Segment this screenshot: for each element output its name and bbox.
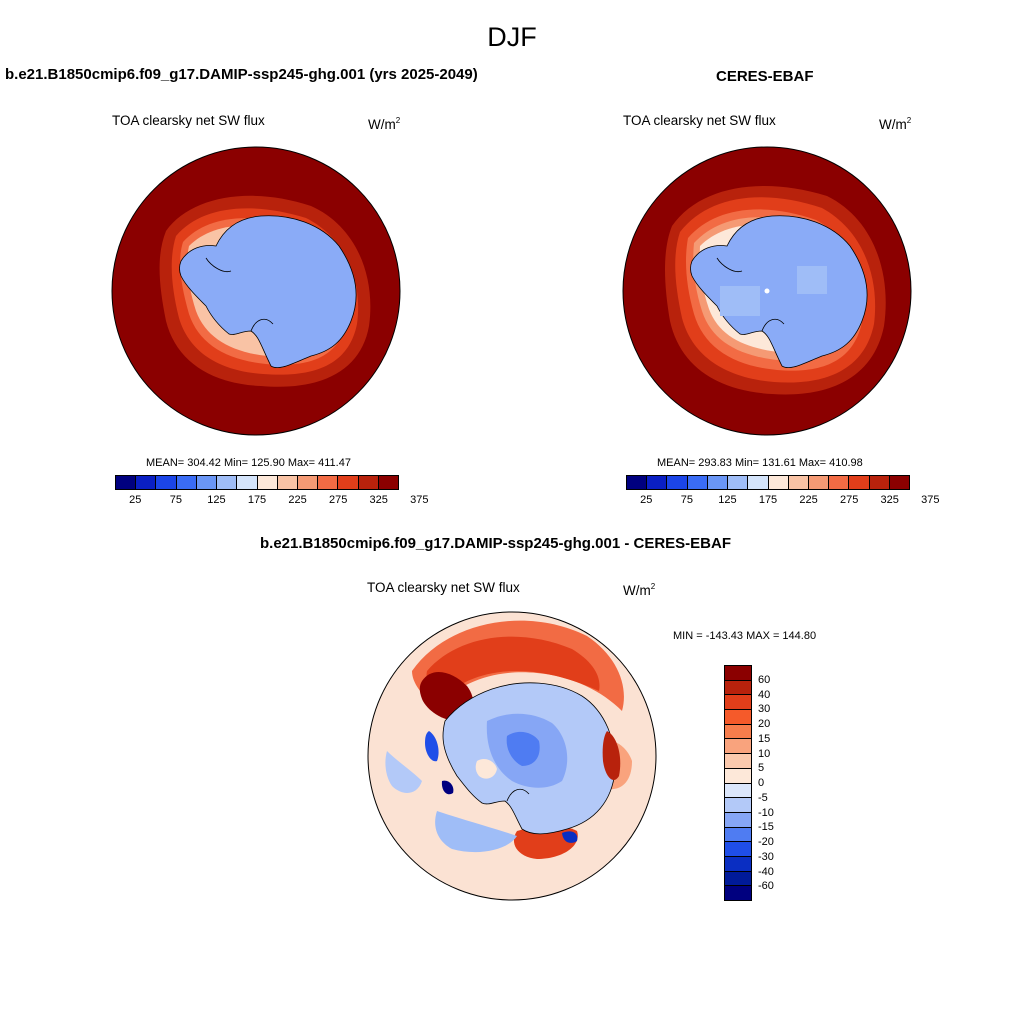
colorbar-tick-label: 0: [758, 777, 765, 789]
panel-2-units: W/m2: [879, 116, 912, 132]
colorbar-swatch: [725, 768, 751, 784]
colorbar-swatch: [378, 476, 399, 489]
colorbar-tick-label: 25: [129, 494, 142, 506]
colorbar-swatch: [725, 812, 751, 828]
colorbar-tick-label: -20: [758, 836, 774, 848]
colorbar-swatch: [768, 476, 789, 489]
panel-2-stats: MEAN= 293.83 Min= 131.61 Max= 410.98: [657, 457, 863, 469]
panel-2-polar-map: [622, 146, 912, 436]
panel-1-variable-label: TOA clearsky net SW flux: [112, 113, 265, 128]
colorbar-swatch: [869, 476, 890, 489]
colorbar-tick-label: 375: [921, 494, 940, 506]
panel-2-colorbar: [626, 475, 910, 490]
colorbar-swatch: [687, 476, 708, 489]
colorbar-swatch: [156, 476, 177, 489]
colorbar-swatch: [725, 871, 751, 887]
colorbar-tick-label: 175: [247, 494, 267, 506]
panel-3-colorbar: [724, 665, 752, 901]
colorbar-tick-label: -15: [758, 821, 774, 834]
colorbar-swatch: [808, 476, 830, 489]
colorbar-swatch: [318, 476, 339, 489]
colorbar-tick-label: 20: [758, 718, 771, 730]
colorbar-swatch: [358, 476, 379, 489]
colorbar-tick-label: 10: [758, 747, 771, 760]
colorbar-tick-label: 25: [640, 494, 653, 506]
colorbar-swatch: [725, 739, 751, 755]
colorbar-tick-label: 40: [758, 688, 771, 701]
colorbar-swatch: [725, 724, 751, 740]
panel-3-title: b.e21.B1850cmip6.f09_g17.DAMIP-ssp245-gh…: [260, 535, 731, 552]
colorbar-swatch: [647, 476, 668, 489]
colorbar-swatch: [136, 476, 157, 489]
colorbar-swatch: [667, 476, 688, 489]
panel-1-units: W/m2: [368, 116, 401, 132]
colorbar-swatch: [725, 710, 751, 725]
panel-3-variable-label: TOA clearsky net SW flux: [367, 580, 520, 595]
colorbar-tick-label: 75: [169, 494, 182, 506]
colorbar-tick-label: 125: [718, 494, 737, 506]
panel-1-title: b.e21.B1850cmip6.f09_g17.DAMIP-ssp245-gh…: [5, 66, 478, 83]
colorbar-tick-label: 225: [799, 494, 818, 506]
panel-3-polar-map: [367, 611, 657, 901]
colorbar-swatch: [725, 666, 751, 681]
panel-2-title: CERES-EBAF: [716, 68, 814, 85]
panel-1-colorbar-ticks: 25 75 125 175 225 275 325 375: [115, 494, 428, 508]
panel-3-units: W/m2: [623, 582, 656, 598]
colorbar-tick-label: 15: [758, 732, 771, 745]
colorbar-tick-label: -10: [758, 806, 774, 819]
colorbar-swatch: [748, 476, 769, 489]
colorbar-swatch: [176, 476, 197, 489]
panel-1-colorbar: [115, 475, 399, 490]
colorbar-tick-label: 325: [369, 494, 388, 506]
colorbar-swatch: [338, 476, 359, 489]
colorbar-swatch: [728, 476, 749, 489]
panel-2-variable-label: TOA clearsky net SW flux: [623, 113, 776, 128]
colorbar-swatch: [829, 476, 850, 489]
colorbar-swatch: [277, 476, 298, 489]
colorbar-tick-label: -60: [758, 880, 774, 893]
colorbar-swatch: [849, 476, 870, 489]
colorbar-swatch: [237, 476, 258, 489]
colorbar-tick-label: 325: [880, 494, 899, 506]
colorbar-swatch: [196, 476, 218, 489]
colorbar-tick-label: 75: [680, 494, 693, 506]
colorbar-tick-label: 175: [758, 494, 778, 506]
figure-title: DJF: [487, 22, 537, 52]
panel-1-polar-map: [111, 146, 401, 436]
antarctica-shape: [690, 215, 868, 369]
colorbar-swatch: [725, 842, 751, 857]
colorbar-swatch: [788, 476, 809, 489]
antarctica-shape: [179, 215, 357, 369]
colorbar-swatch: [217, 476, 238, 489]
colorbar-tick-label: 275: [839, 494, 859, 506]
colorbar-swatch: [725, 856, 751, 872]
colorbar-swatch: [297, 476, 319, 489]
colorbar-tick-label: 60: [758, 673, 771, 686]
panel-1-stats: MEAN= 304.42 Min= 125.90 Max= 411.47: [146, 457, 351, 469]
colorbar-tick-label: -40: [758, 865, 774, 878]
colorbar-swatch: [725, 886, 751, 900]
colorbar-swatch: [725, 680, 751, 696]
colorbar-tick-label: 30: [758, 703, 771, 716]
colorbar-swatch: [116, 476, 137, 489]
colorbar-tick-label: -5: [758, 791, 768, 804]
colorbar-swatch: [889, 476, 910, 489]
colorbar-tick-label: 125: [207, 494, 226, 506]
colorbar-swatch: [725, 827, 751, 843]
colorbar-swatch: [725, 783, 751, 799]
colorbar-tick-label: 5: [758, 762, 765, 775]
colorbar-swatch: [707, 476, 729, 489]
colorbar-swatch: [725, 754, 751, 769]
panel-3-colorbar-ticks: 60 40 30 20 15 10 5 0 -5 -10 -15 -20 -30 -40 -60: [758, 665, 798, 899]
colorbar-tick-label: 375: [410, 494, 429, 506]
colorbar-tick-label: 275: [328, 494, 348, 506]
colorbar-swatch: [627, 476, 648, 489]
colorbar-tick-label: 225: [288, 494, 307, 506]
colorbar-tick-label: -30: [758, 850, 774, 863]
panel-2-colorbar-ticks: 25 75 125 175 225 275 325 375: [626, 494, 939, 508]
colorbar-swatch: [725, 695, 751, 711]
panel-3-stats: MIN = -143.43 MAX = 144.80: [673, 630, 817, 642]
colorbar-swatch: [257, 476, 278, 489]
colorbar-swatch: [725, 798, 751, 813]
